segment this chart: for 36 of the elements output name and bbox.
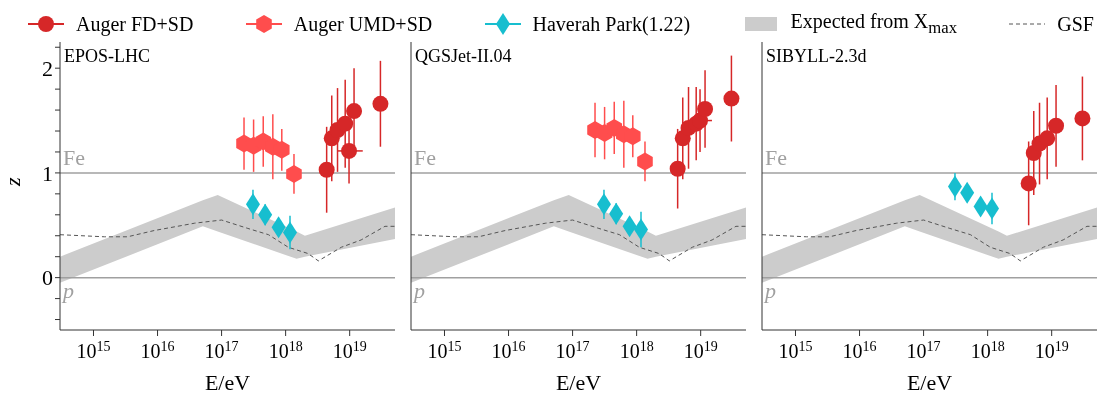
legend-label: Auger UMD+SD: [293, 12, 433, 36]
x-tick-label: 10$^{17}$: [204, 338, 239, 362]
x-tick-label: 10$^{16}$: [842, 338, 877, 362]
x-axis-title: E/eV: [906, 370, 953, 395]
x-tick-label: 10$^{15}$: [427, 338, 462, 362]
x-tick-label: 10$^{18}$: [268, 338, 303, 362]
x-tick-label: 10$^{17}$: [906, 338, 941, 362]
ref-line-label: Fe: [63, 144, 85, 170]
x-tick-label: 10$^{19}$: [683, 338, 718, 362]
y-tick-label: 2: [42, 55, 53, 81]
x-tick-label: 10$^{15}$: [778, 338, 813, 362]
legend-label: Haverah Park(1.22): [532, 12, 691, 36]
x-tick-label: 10$^{15}$: [76, 338, 111, 362]
x-tick-label: 10$^{19}$: [332, 338, 367, 362]
y-tick-label: 1: [42, 160, 53, 186]
x-axis-title: E/eV: [204, 370, 251, 395]
x-tick-label: 10$^{16}$: [140, 338, 175, 362]
legend-label: GSF: [1057, 12, 1094, 36]
x-tick-label: 10$^{18}$: [970, 338, 1005, 362]
x-axis-title: E/eV: [555, 370, 602, 395]
x-tick-label: 10$^{16}$: [491, 338, 526, 362]
chart-title: QGSJet-II.04: [415, 46, 512, 67]
chart-title: EPOS-LHC: [64, 46, 151, 67]
ref-line-label: p: [763, 277, 776, 303]
chart-title: SIBYLL-2.3d: [766, 46, 867, 67]
legend-label: Auger FD+SD: [76, 12, 194, 36]
legend-label: Expected from X$_{max}$: [790, 10, 957, 38]
ref-line-label: p: [412, 277, 425, 303]
x-tick-label: 10$^{18}$: [619, 338, 654, 362]
y-axis-title: z: [0, 177, 25, 187]
ref-line-label: Fe: [765, 144, 787, 170]
x-tick-label: 10$^{19}$: [1034, 338, 1069, 362]
y-tick-label: 0: [42, 265, 53, 291]
x-tick-label: 10$^{17}$: [555, 338, 590, 362]
ref-line-label: p: [61, 277, 74, 303]
ref-line-label: Fe: [414, 144, 436, 170]
